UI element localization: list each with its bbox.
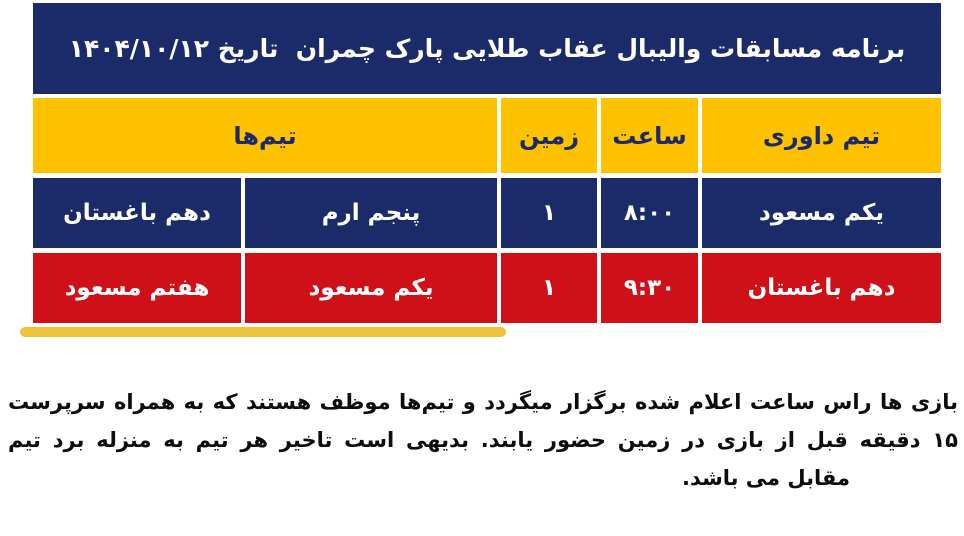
header-time: ساعت xyxy=(601,98,698,173)
row1-team-a: پنجم ارم xyxy=(245,178,497,248)
row2-field: ۱ xyxy=(501,253,597,323)
row1-time: ۸:۰۰ xyxy=(601,178,698,248)
row2-team-b: هفتم مسعود xyxy=(33,253,241,323)
note-line-1: بازی ها راس ساعت اعلام شده برگزار میگردد… xyxy=(8,390,958,414)
row1-team-b: دهم باغستان xyxy=(33,178,241,248)
header-field: زمین xyxy=(501,98,597,173)
row2-team-a: یکم مسعود xyxy=(245,253,497,323)
title-banner: برنامه مسابقات والیبال عقاب طلایی پارک چ… xyxy=(33,3,941,94)
schedule-table: تیم داوری ساعت زمین تیم‌ها یکم مسعود ۸:۰… xyxy=(33,98,941,323)
note-line-2: ۱۵ دقیقه قبل از بازی در زمین حضور یابند.… xyxy=(8,428,958,452)
document-title: برنامه مسابقات والیبال عقاب طلایی پارک چ… xyxy=(68,34,906,63)
row2-referee-team: دهم باغستان xyxy=(702,253,941,323)
note-line-3: مقابل می باشد. xyxy=(681,466,850,490)
note-paragraph: بازی ها راس ساعت اعلام شده برگزار میگردد… xyxy=(8,383,958,497)
row2-time: ۹:۳۰ xyxy=(601,253,698,323)
row1-referee-team: یکم مسعود xyxy=(702,178,941,248)
row1-field: ۱ xyxy=(501,178,597,248)
header-referee-team: تیم داوری xyxy=(702,98,941,173)
header-teams: تیم‌ها xyxy=(33,98,497,173)
gold-underline-bar xyxy=(20,327,506,337)
